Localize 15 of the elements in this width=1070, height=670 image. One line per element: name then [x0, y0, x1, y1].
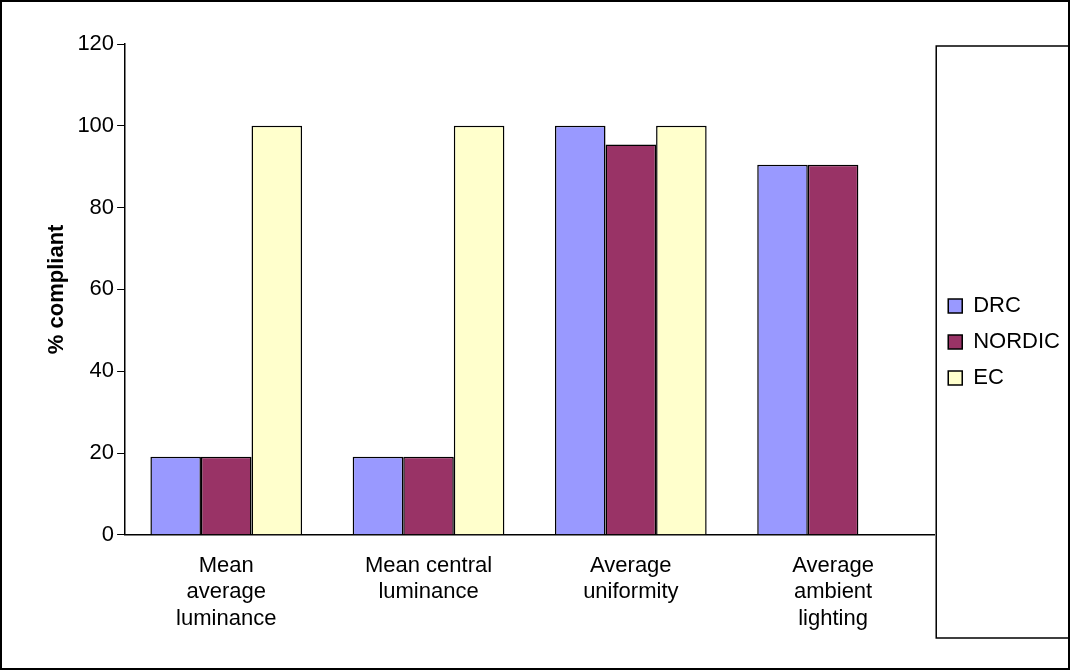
x-tick-label: Mean central luminance	[364, 552, 493, 604]
x-tick-label: Mean average luminance	[176, 552, 277, 630]
y-tick-label: 0	[101, 520, 115, 546]
legend-label: NORDIC	[973, 328, 1061, 354]
x-tick-label: Average ambient lighting	[792, 552, 874, 630]
y-tick-label: 60	[89, 275, 115, 301]
legend-label: EC	[973, 364, 1004, 390]
legend-label: DRC	[973, 292, 1021, 318]
y-tick-label: 100	[77, 111, 115, 137]
y-tick-label: 80	[89, 193, 115, 219]
y-tick-label: 20	[89, 439, 115, 465]
y-tick-label: 120	[77, 30, 115, 56]
x-tick-label: Average uniformity	[583, 552, 679, 604]
y-axis-title: % compliant	[43, 223, 69, 355]
y-tick-label: 40	[89, 357, 115, 383]
